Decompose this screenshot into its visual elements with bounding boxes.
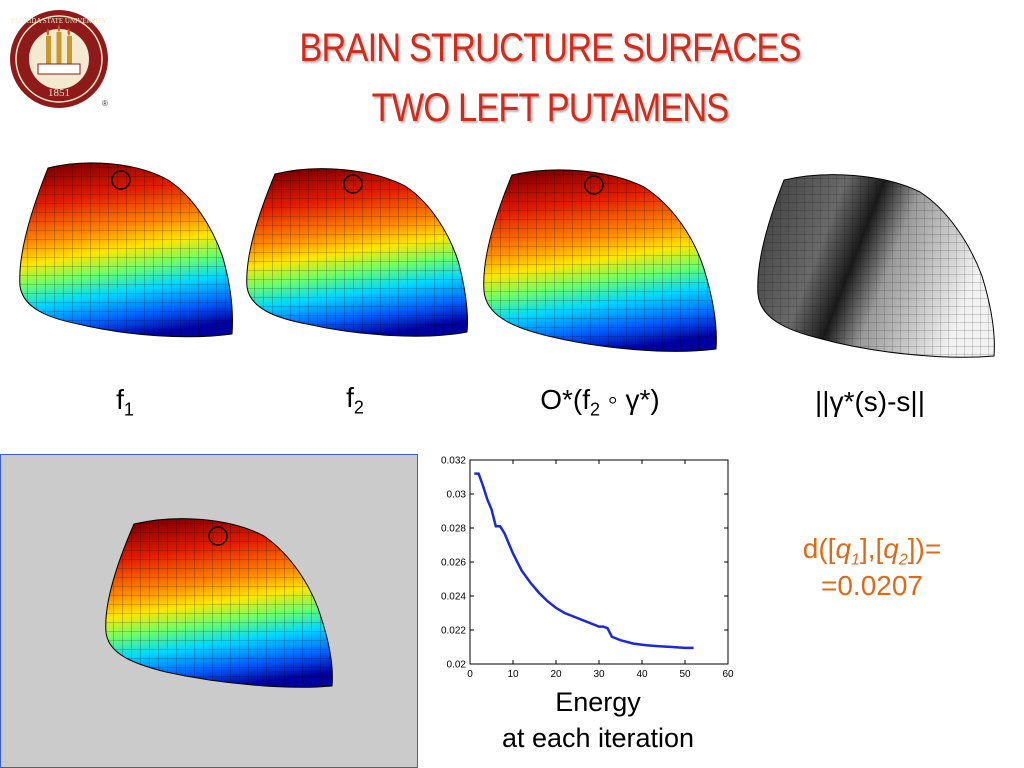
- svg-text:®: ®: [102, 99, 108, 108]
- svg-text:FLORIDA STATE UNIVERSITY: FLORIDA STATE UNIVERSITY: [11, 17, 107, 25]
- x-tick-label: 50: [679, 669, 691, 680]
- x-tick-label: 20: [550, 669, 562, 680]
- shape-distance-line2: =0.0207: [821, 569, 923, 601]
- putamen-surface-deformation-gray: [757, 174, 995, 358]
- y-tick-label: 0.028: [441, 524, 466, 535]
- energy-line-chart: 0.02 0.022 0.024 0.026 0.028 0.03 0.032 0 10 20 3…: [441, 456, 734, 681]
- x-tick-label: 40: [636, 669, 648, 680]
- slide-title-line2: TWO LEFT PUTAMENS: [371, 86, 730, 130]
- shape-distance-line1: d([q1],[q2])=: [802, 533, 942, 569]
- energy-caption-line1: Energy: [555, 687, 641, 717]
- logo-year: 1851: [48, 87, 70, 99]
- putamen-surface-f2: [246, 168, 468, 337]
- chart-plot-area: [469, 459, 729, 665]
- y-tick-label: 0.024: [441, 592, 466, 603]
- energy-series-line: [474, 472, 694, 650]
- caption-f1: f1: [116, 384, 134, 420]
- y-tick-label: 0.026: [441, 558, 466, 569]
- caption-f2: f2: [346, 382, 364, 418]
- fsu-seal-logo: 1851 FLORIDA STATE UNIVERSITY ®: [10, 10, 108, 108]
- x-tick-label: 10: [507, 669, 519, 680]
- putamen-surface-warped: [483, 169, 717, 352]
- caption-deformation-norm: ||γ*(s)-s||: [815, 386, 925, 417]
- y-tick-label: 0.032: [441, 456, 466, 467]
- putamen-surface-f1: [19, 162, 233, 338]
- x-tick-label: 0: [467, 669, 473, 680]
- caption-composition: O*(f2 ◦ γ*): [540, 384, 660, 420]
- shape-distance: d([q1],[q2])= =0.0207: [752, 533, 992, 602]
- slide-title-line1: BRAIN STRUCTURE SURFACES: [299, 26, 801, 70]
- energy-caption-line2: at each iteration: [501, 723, 695, 753]
- y-tick-label: 0.022: [441, 626, 466, 637]
- y-tick-label: 0.02: [447, 660, 467, 671]
- x-tick-label: 30: [593, 669, 605, 680]
- x-tick-label: 60: [722, 669, 734, 680]
- y-tick-label: 0.03: [447, 490, 467, 501]
- energy-caption: Energy at each iteration: [470, 684, 726, 756]
- putamen-surface-matched: [105, 518, 333, 688]
